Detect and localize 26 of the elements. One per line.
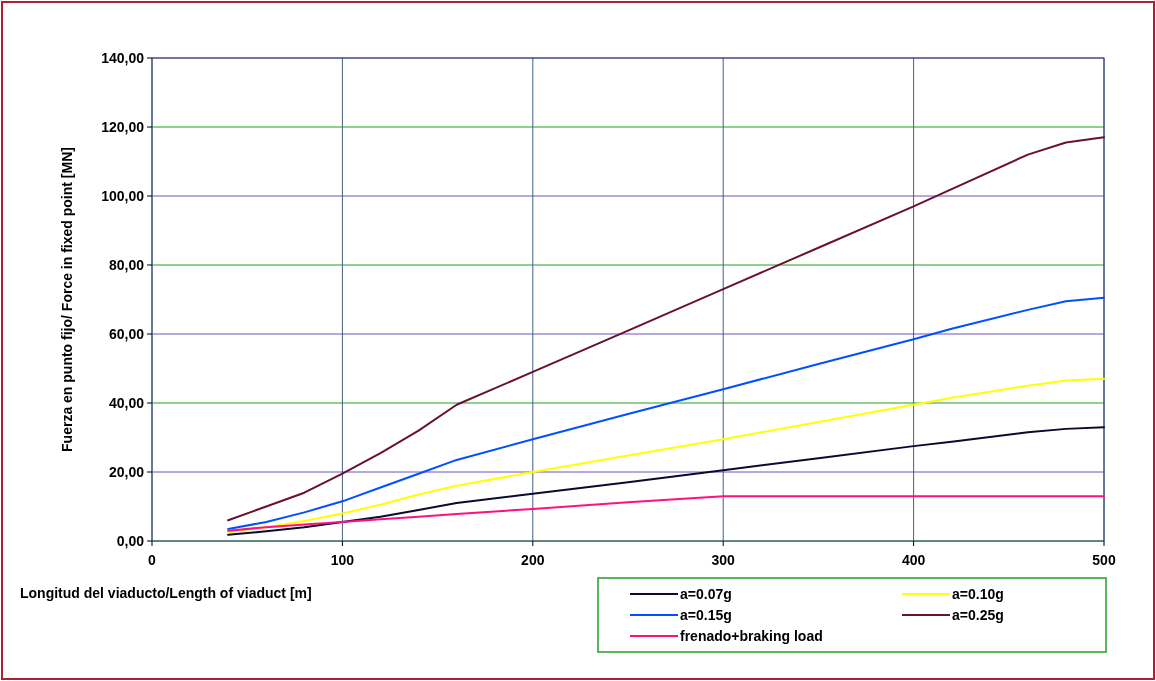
- y-tick-label: 60,00: [108, 325, 145, 342]
- line-series: [227, 136, 1105, 522]
- x-tick-label: 200: [521, 552, 545, 568]
- x-tick-label: 100: [330, 552, 355, 568]
- x-tick-label: 0: [148, 552, 157, 568]
- y-tick-label: 100,00: [101, 187, 145, 204]
- legend-label: a=0.07g: [680, 585, 732, 602]
- y-tick-label: 0,00: [116, 532, 145, 549]
- y-tick-label: 140,00: [101, 49, 145, 66]
- y-tick-label: 40,00: [108, 394, 145, 411]
- line-series: [227, 426, 1105, 536]
- line-series: [227, 377, 1105, 534]
- line-series: [227, 495, 1105, 532]
- x-tick-label: 300: [711, 552, 736, 568]
- x-tick-label: 400: [901, 552, 926, 568]
- y-axis-title: Fuerza en punto fijo/ Force in fixed point [MN]: [59, 147, 75, 452]
- y-tick-label: 120,00: [101, 118, 145, 135]
- x-tick-label: 500: [1092, 552, 1116, 568]
- legend-label: a=0.15g: [680, 606, 732, 623]
- x-axis-title: Longitud del viaducto/Length of viaduct [m]: [20, 585, 312, 601]
- y-tick-label: 80,00: [108, 256, 145, 273]
- line-series: [227, 296, 1105, 530]
- legend-label: a=0.10g: [952, 585, 1004, 602]
- y-tick-label: 20,00: [108, 463, 145, 480]
- legend-label: a=0.25g: [952, 606, 1004, 623]
- legend-label: frenado+braking load: [680, 627, 823, 644]
